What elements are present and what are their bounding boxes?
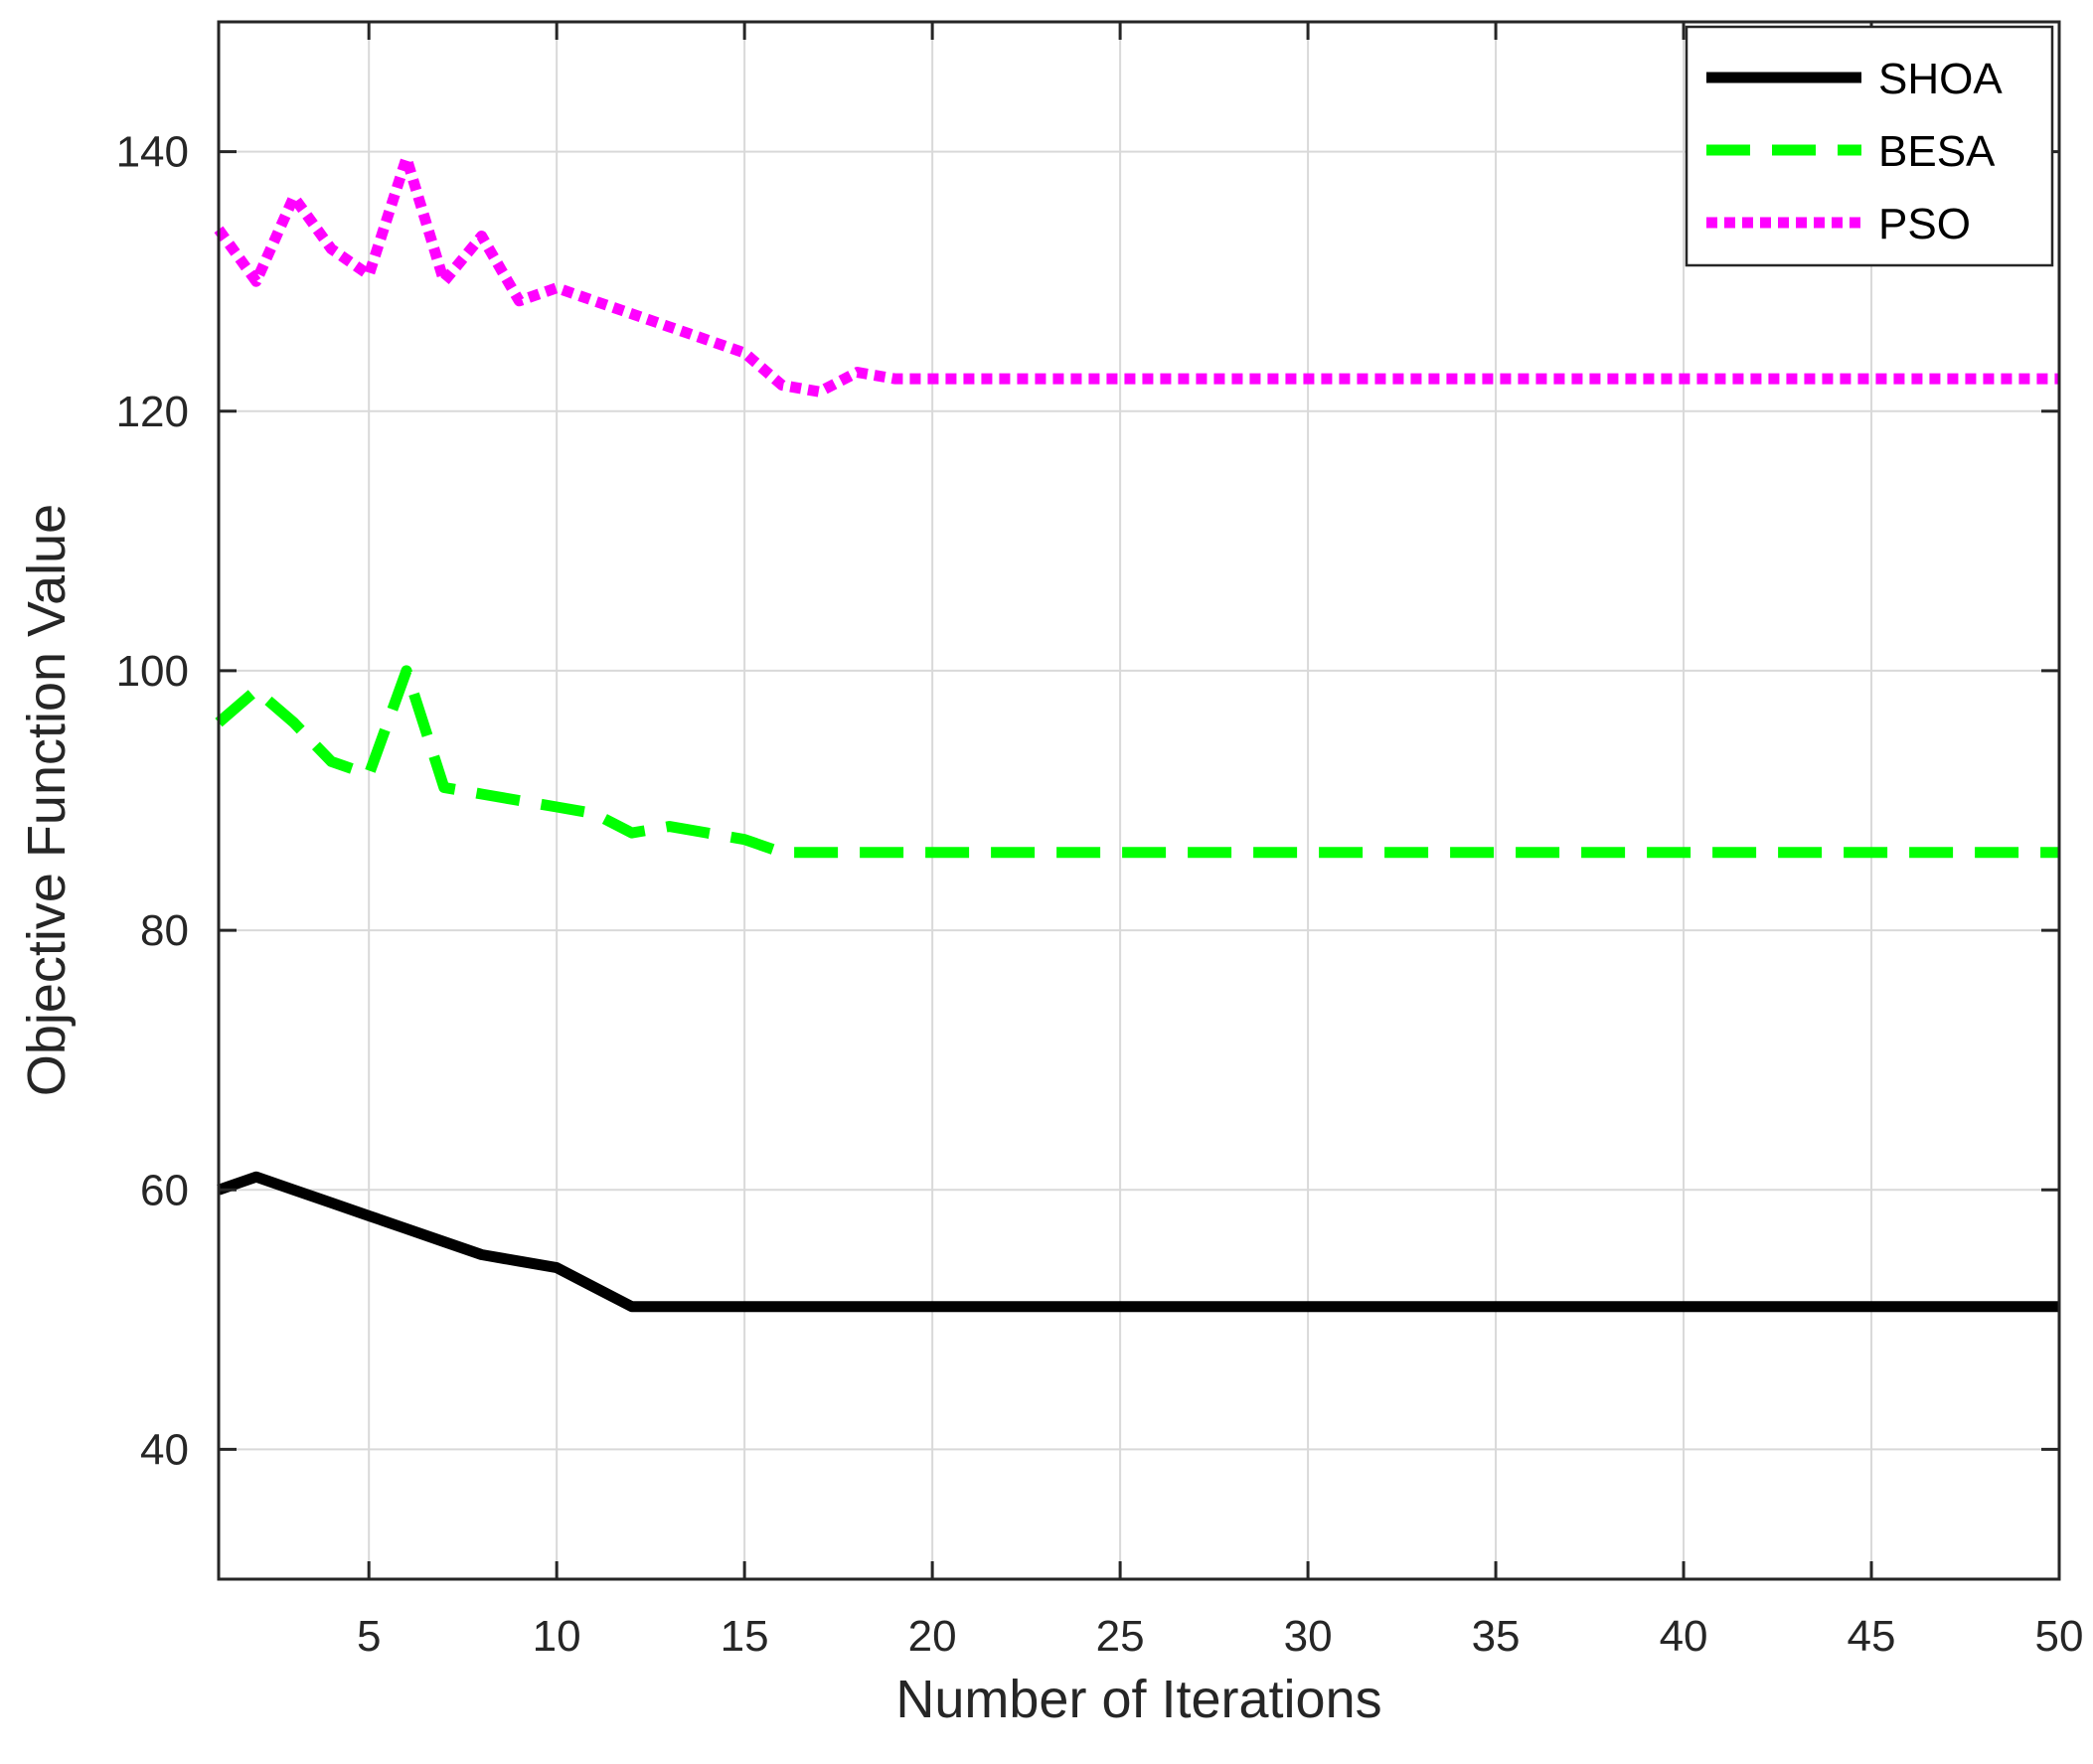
series-lines (214, 152, 2059, 1313)
y-tick-label: 80 (140, 906, 189, 955)
x-tick-label: 50 (2035, 1612, 2084, 1661)
x-tick-label: 15 (721, 1612, 769, 1661)
x-tick-label: 40 (1660, 1612, 1708, 1661)
x-tick-label: 10 (533, 1612, 581, 1661)
legend-label-besa: BESA (1878, 127, 1996, 176)
x-tick-label: 35 (1472, 1612, 1521, 1661)
series-line-pso (214, 152, 2059, 398)
y-tick-label: 100 (116, 647, 189, 696)
y-tick-label: 140 (116, 128, 189, 177)
legend-items: SHOA BESA PSO (1706, 55, 2003, 248)
tick-labels: 5 10 15 20 25 30 35 40 45 50 40 60 80 100 120 140 (116, 128, 2084, 1661)
legend-label-pso: PSO (1878, 200, 1971, 248)
legend: SHOA BESA PSO (1685, 25, 2054, 267)
legend-label-shoa: SHOA (1878, 55, 2003, 103)
x-tick-label: 5 (357, 1612, 381, 1661)
axis-ticks (219, 22, 2061, 1579)
series-line-shoa (217, 1171, 2059, 1313)
x-tick-label: 20 (908, 1612, 957, 1661)
plot-area-border (217, 20, 2061, 1581)
x-tick-label: 45 (1848, 1612, 1896, 1661)
series-line-besa (215, 665, 2059, 859)
y-axis-label: Objective Function Value (17, 504, 77, 1096)
x-tick-label: 30 (1284, 1612, 1333, 1661)
plot-area-background (219, 22, 2059, 1579)
x-tick-label: 25 (1096, 1612, 1145, 1661)
y-tick-label: 40 (140, 1425, 189, 1474)
x-axis-label: Number of Iterations (895, 1670, 1381, 1729)
y-tick-label: 60 (140, 1166, 189, 1214)
y-tick-label: 120 (116, 388, 189, 436)
